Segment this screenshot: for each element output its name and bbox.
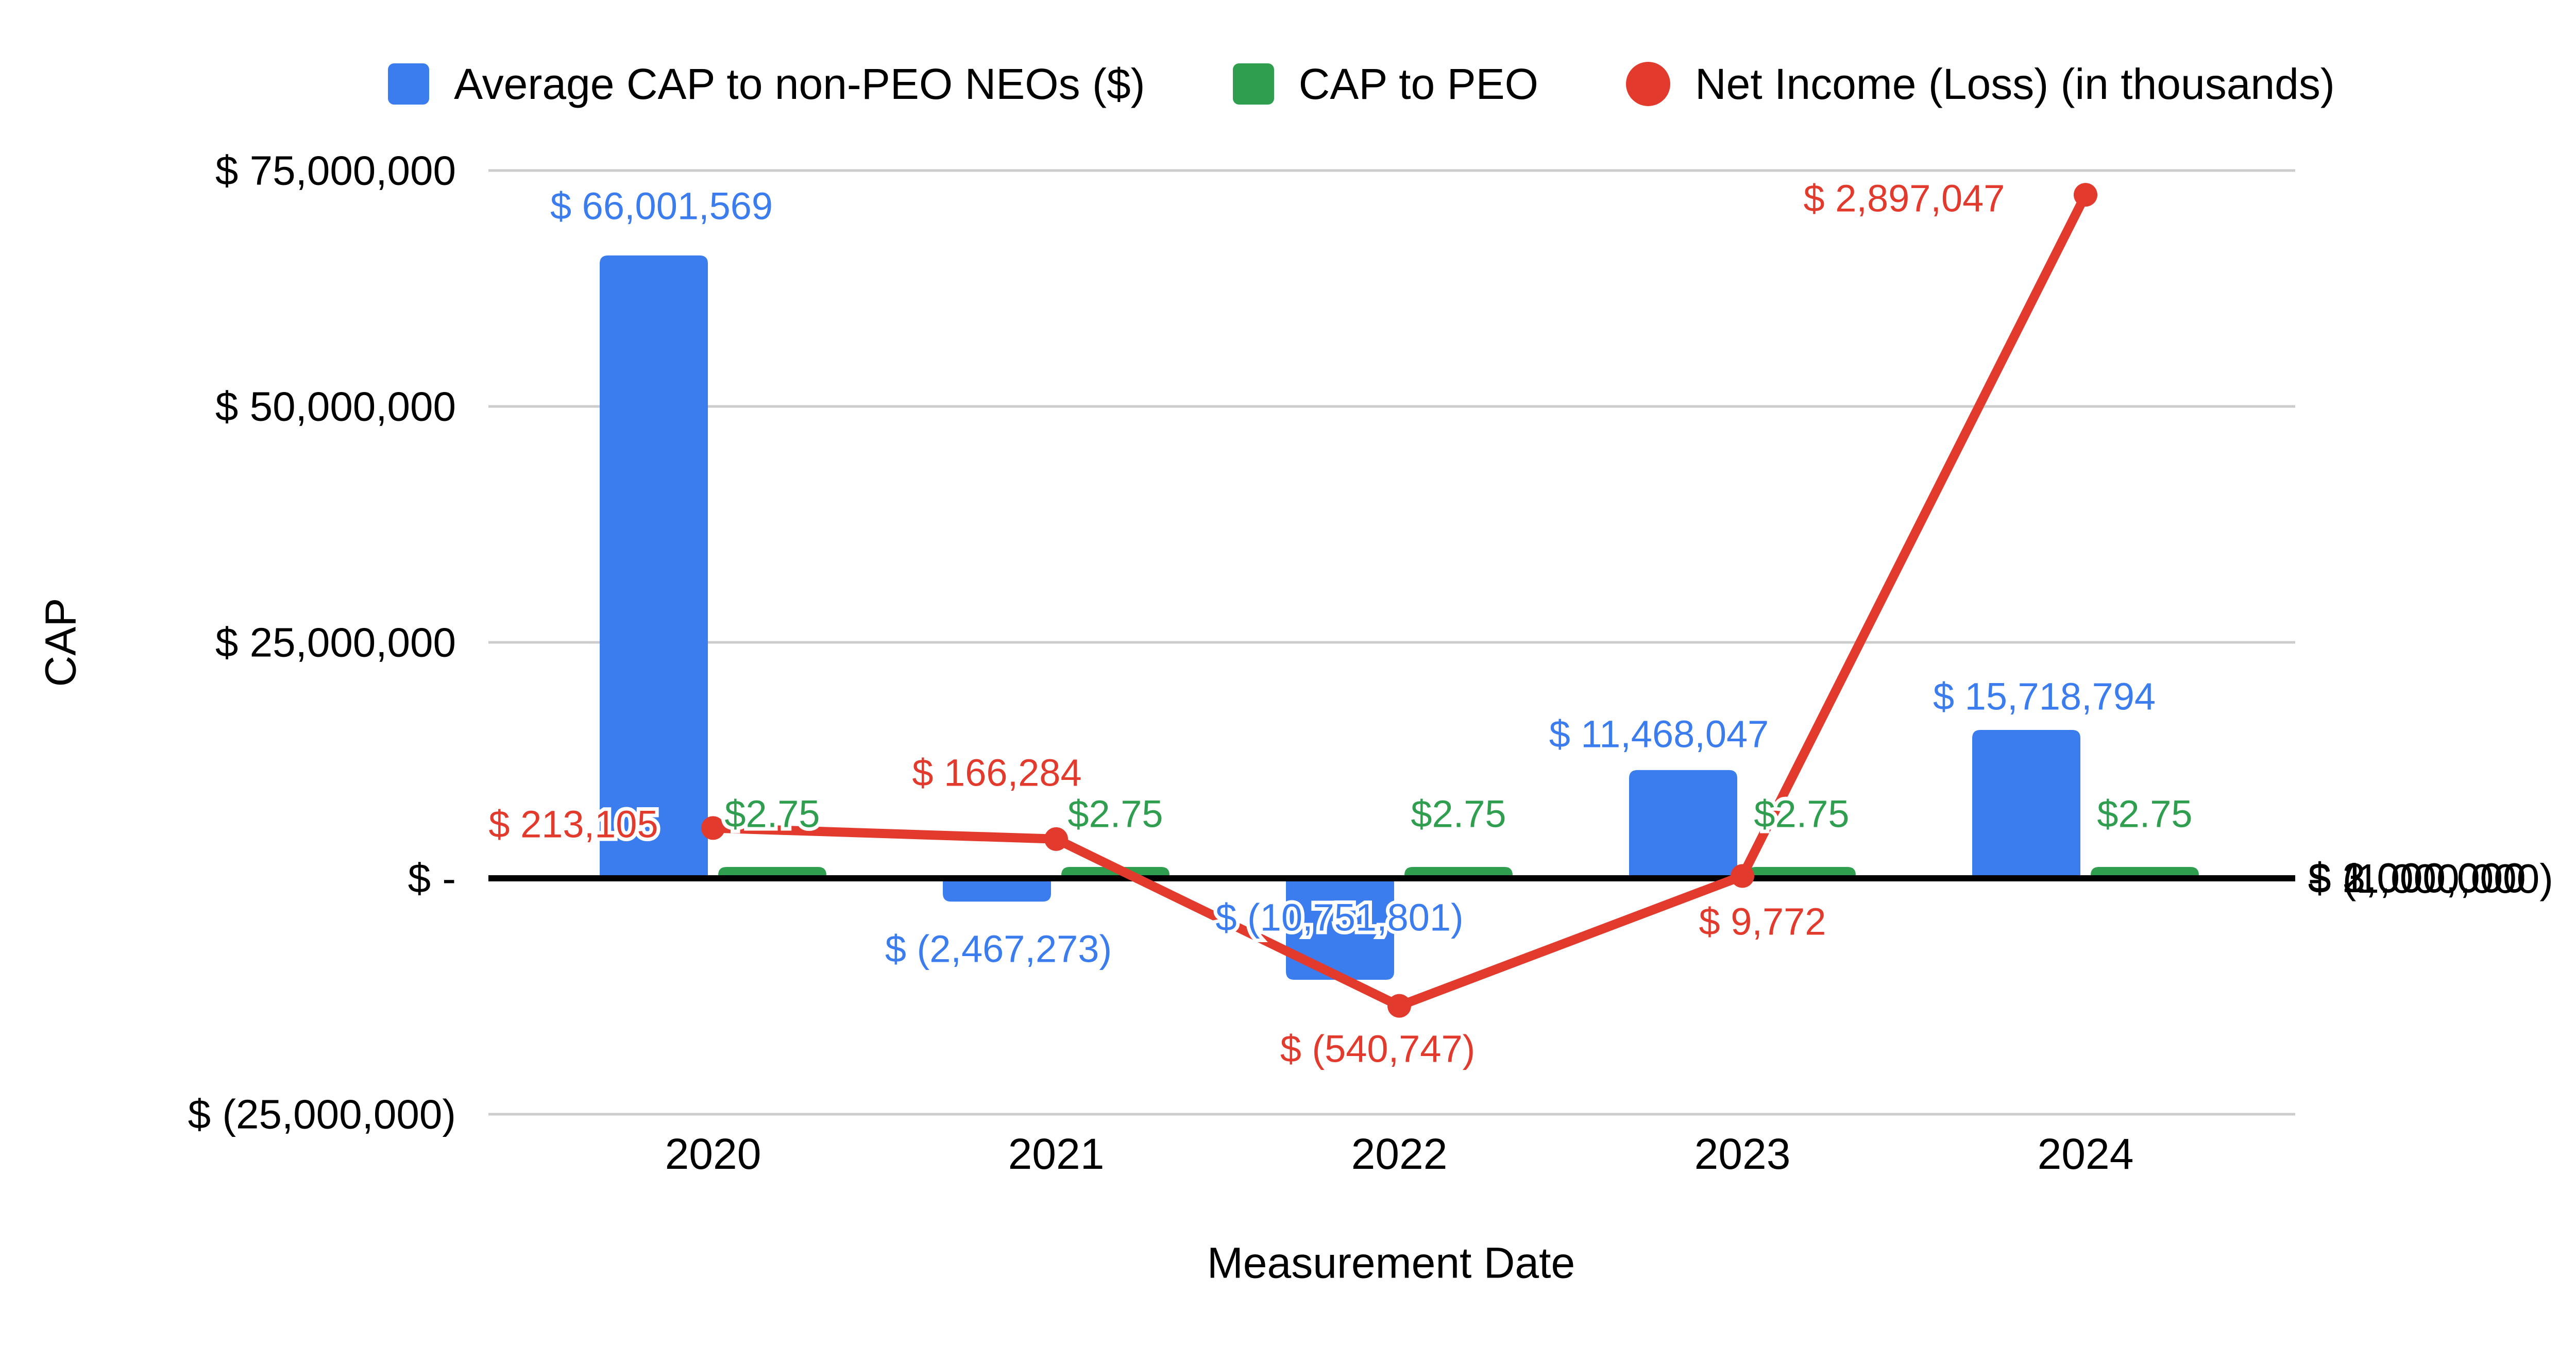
bar-series [600, 255, 2199, 980]
right-axis-tick-label: $ 2,000,000 [2308, 855, 2526, 901]
x-axis-category-label: 2024 [2038, 1130, 2134, 1178]
bar-avg-cap-2024 [1972, 730, 2080, 878]
legend-item-cap-to-peo: CAP to PEO [1232, 59, 1538, 109]
bar-data-label: $ 15,718,794 [1933, 675, 2156, 718]
x-axis-title: Measurement Date [1207, 1238, 1575, 1287]
line-data-label: $ 2,897,047 [1804, 177, 2005, 220]
left-axis-tick-label: $ (25,000,000) [188, 1092, 456, 1137]
peo-data-label: $2.75 [2097, 793, 2192, 836]
bar-avg-cap-2021 [943, 878, 1051, 902]
right-axis-tick-label: $ (1,000,000) [2308, 856, 2553, 901]
line-data-label: $ 166,284 [912, 752, 1081, 794]
bar-data-label: $ (2,467,273) [885, 928, 1112, 971]
data-labels: $ 66,001,569 $ (2,467,273) $ (10,751,801) $… [485, 174, 2196, 1074]
green-bar-series-swatch-icon [1232, 63, 1274, 105]
left-axis-tick-label: $ 25,000,000 [215, 620, 456, 666]
peo-data-label: $2.75 [724, 793, 820, 836]
net-income-line-series [701, 183, 2097, 1018]
chart-legend: Average CAP to non-PEO NEOs ($) CAP to P… [0, 56, 2576, 112]
bar-avg-cap-2020 [600, 255, 708, 878]
gridlines [488, 169, 2295, 1116]
bar-data-label: $ (10,751,801) [1215, 896, 1463, 939]
bar-data-label: $ 66,001,569 [550, 185, 773, 228]
legend-label-net-income-loss: Net Income (Loss) (in thousands) [1694, 59, 2335, 108]
legend-item-avg-cap-non-peo-neos: Average CAP to non-PEO NEOs ($) [388, 59, 1145, 109]
peo-data-label: $2.75 [1411, 793, 1506, 836]
line-data-label: $ (540,747) [1280, 1028, 1476, 1070]
peo-data-label: $2.75 [1754, 793, 1849, 836]
blue-bar-series-swatch-icon [388, 63, 430, 105]
legend-label-cap-to-peo: CAP to PEO [1298, 59, 1538, 108]
axis-tick-labels: $ 75,000,000 $ 50,000,000 $ 25,000,000 $ - $… [188, 148, 2553, 1179]
x-axis-category-label: 2021 [1008, 1130, 1105, 1178]
right-axis-tick-label: - [2308, 856, 2322, 901]
legend-item-net-income-loss: Net Income (Loss) (in thousands) [1625, 59, 2335, 109]
bar-avg-cap-2022 [1286, 878, 1394, 980]
line-data-label: $ 213,105 [488, 803, 658, 846]
x-axis-category-label: 2020 [665, 1130, 761, 1178]
line-point-2023 [1731, 864, 1754, 888]
red-line-series-marker-icon [1625, 62, 1670, 106]
bar-avg-cap-2023 [1629, 770, 1737, 878]
line-data-label: $ 9,772 [1699, 900, 1826, 943]
peo-data-label: $2.75 [1067, 793, 1163, 836]
x-axis-category-label: 2022 [1351, 1130, 1448, 1178]
x-axis-category-label: 2023 [1694, 1130, 1791, 1178]
line-point-2022 [1387, 994, 1411, 1018]
line-point-2024 [2074, 183, 2097, 207]
right-axis-tick-label: $ 3,000,000 [2308, 855, 2526, 900]
left-axis-tick-label: $ 75,000,000 [215, 148, 456, 194]
legend-label-avg-cap-non-peo-neos: Average CAP to non-PEO NEOs ($) [454, 59, 1145, 108]
left-axis-tick-label: $ - [408, 856, 456, 901]
bar-data-label: $ 11,468,047 [1549, 713, 1769, 756]
right-axis-tick-label: $ 1,000,000 [2308, 855, 2526, 901]
line-point-2021 [1044, 827, 1068, 851]
line-point-2020 [701, 816, 725, 840]
left-axis-tick-label: $ 50,000,000 [215, 384, 456, 430]
